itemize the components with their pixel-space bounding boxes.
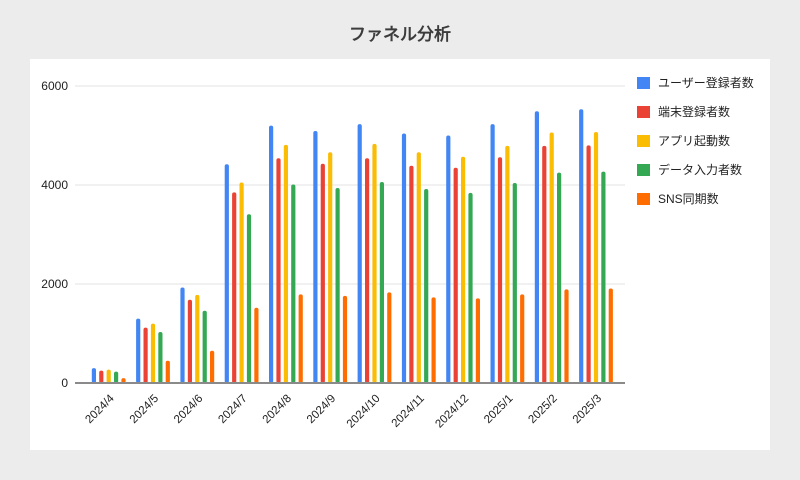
chart-card: 0 2000 4000 6000 2024/4 2024/5 2024/6 2024/7 202… [30,59,770,450]
bar-2024/9-series-3[interactable] [335,188,340,383]
legend-label: ユーザー登録者数 [658,76,754,90]
legend-swatch-icon [637,134,650,147]
bar-2024/9-series-4[interactable] [342,295,348,383]
bar-2024/6-series-0[interactable] [180,287,185,384]
bar-2024/4-series-1[interactable] [99,370,104,383]
bar-2025/1-series-1[interactable] [497,157,503,383]
bar-2024/12-series-2[interactable] [461,156,466,383]
bar-2024/6-series-2[interactable] [195,294,200,383]
bar-2024/12-series-3[interactable] [468,192,473,383]
bar-2024/12-series-0[interactable] [446,135,451,384]
legend-swatch-icon [637,76,650,89]
x-axis-tick-label: 2024/11 [390,393,427,430]
funnel-chart-svg: 0 2000 4000 6000 2024/4 2024/5 2024/6 2024/7 202… [41,79,625,431]
bar-2024/6-series-3[interactable] [202,310,207,383]
legend-label: データ入力者数 [658,163,743,177]
legend-item-1[interactable]: 端末登録者数 [637,103,767,120]
bar-2024/5-series-0[interactable] [136,318,141,383]
bar-2024/6-series-4[interactable] [210,350,215,383]
legend-swatch-icon [637,163,650,176]
x-axis-tick-label: 2024/5 [128,393,161,426]
bar-2025/1-series-4[interactable] [520,294,525,383]
bar-2025/3-series-4[interactable] [608,288,613,384]
y-axis-tick-label: 4000 [41,178,68,192]
chart-title: ファネル分析 [349,25,451,44]
bar-2025/1-series-0[interactable] [490,124,495,383]
bar-2024/8-series-0[interactable] [269,125,274,383]
y-axis-tick-label: 2000 [41,277,68,291]
x-axis-tick-label: 2024/12 [433,393,471,431]
bar-2024/11-series-2[interactable] [416,152,421,383]
legend-item-2[interactable]: アプリ起動数 [637,132,767,149]
bar-2024/5-series-4[interactable] [165,360,170,383]
y-axis-tick-label: 0 [61,376,68,390]
bar-2025/3-series-2[interactable] [593,132,599,383]
bar-2024/8-series-4[interactable] [298,294,303,383]
bar-2024/7-series-3[interactable] [246,214,252,383]
bar-2024/4-series-3[interactable] [114,371,119,383]
x-axis-tick-label: 2024/6 [172,393,205,426]
x-axis-tick-label: 2024/8 [261,393,294,426]
legend-label: SNS同期数 [658,192,719,206]
bar-2025/1-series-3[interactable] [512,183,517,383]
chart-legend: ユーザー登録者数 端末登録者数 アプリ起動数 データ入力者数 SNS同期数 [637,74,767,219]
bar-2024/11-series-0[interactable] [401,133,407,384]
bar-2024/10-series-3[interactable] [379,182,384,383]
bar-2024/7-series-0[interactable] [224,164,229,383]
bar-2024/7-series-1[interactable] [232,192,237,383]
bar-2025/2-series-0[interactable] [534,111,539,383]
bar-2024/8-series-3[interactable] [291,184,296,384]
bar-2024/4-series-4[interactable] [121,378,126,384]
bar-2024/5-series-1[interactable] [143,327,148,383]
bar-2024/5-series-2[interactable] [150,323,156,383]
legend-label: 端末登録者数 [658,105,731,119]
bar-2024/10-series-0[interactable] [357,124,362,383]
bar-2024/11-series-3[interactable] [424,189,429,383]
bar-2024/12-series-1[interactable] [453,167,458,383]
x-axis-tick-label: 2025/1 [482,393,515,426]
bar-2024/9-series-1[interactable] [320,163,325,383]
bar-2025/2-series-2[interactable] [549,132,554,384]
legend-swatch-icon [637,192,650,205]
bar-2025/1-series-2[interactable] [505,145,510,383]
legend-item-4[interactable]: SNS同期数 [637,190,767,207]
x-axis-tick-label: 2024/7 [216,393,249,426]
bar-2024/11-series-1[interactable] [409,165,414,383]
bar-2024/6-series-1[interactable] [187,299,192,383]
x-axis-tick-label: 2024/4 [83,392,117,426]
bar-2024/8-series-2[interactable] [283,144,288,383]
bar-2024/10-series-1[interactable] [365,158,370,383]
legend-label: アプリ起動数 [658,134,731,148]
bar-2025/2-series-4[interactable] [564,289,569,383]
legend-item-3[interactable]: データ入力者数 [637,161,767,178]
bar-2024/9-series-0[interactable] [313,131,318,383]
bar-2024/7-series-2[interactable] [239,182,244,384]
bar-2024/4-series-0[interactable] [91,368,96,383]
y-axis-tick-label: 6000 [41,79,68,93]
bar-2024/12-series-4[interactable] [475,298,480,383]
bar-2024/10-series-2[interactable] [372,143,377,383]
bar-2025/2-series-1[interactable] [542,145,547,383]
bar-2025/3-series-1[interactable] [586,145,591,383]
bar-2024/8-series-1[interactable] [276,158,281,383]
bar-2024/4-series-2[interactable] [106,369,111,383]
bar-2025/3-series-0[interactable] [579,109,584,384]
bar-2025/3-series-3[interactable] [601,171,606,383]
x-axis-tick-label: 2025/3 [571,393,604,426]
legend-swatch-icon [637,105,650,118]
bar-2025/2-series-3[interactable] [557,172,562,383]
x-axis-tick-label: 2024/10 [345,393,383,431]
bar-2024/9-series-2[interactable] [328,152,333,383]
bar-2024/5-series-3[interactable] [158,332,163,383]
bar-2024/7-series-4[interactable] [254,307,259,383]
x-axis-tick-label: 2024/9 [305,393,338,426]
bar-2024/10-series-4[interactable] [387,292,392,383]
x-axis-tick-label: 2025/2 [526,393,559,426]
bar-2024/11-series-4[interactable] [431,297,436,383]
legend-item-0[interactable]: ユーザー登録者数 [637,74,767,91]
